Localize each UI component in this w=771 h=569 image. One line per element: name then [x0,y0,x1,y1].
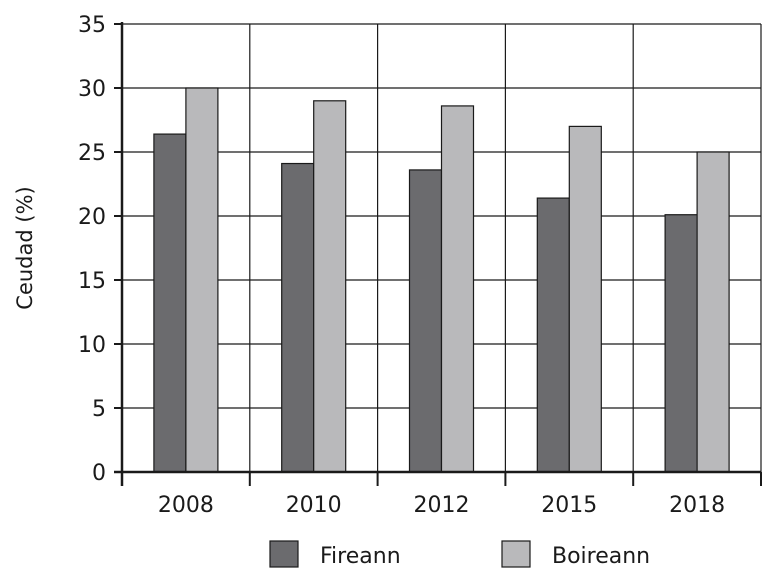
legend-label-fireann: Fireann [320,544,401,569]
bar-boireann-2010 [313,100,347,473]
x-tick-label: 2015 [541,493,597,518]
legend-swatch-fireann [269,540,299,568]
y-tick-label: 5 [92,397,106,422]
bar-fireann-2018 [664,214,698,473]
legend-swatch-boireann [501,540,531,568]
bar-boireann-2008 [185,87,219,473]
bar-fireann-2008 [153,133,187,473]
legend-label-boireann: Boireann [552,544,650,569]
x-tick-label: 2012 [414,493,470,518]
bar-boireann-2012 [440,105,475,473]
bars [153,87,730,473]
y-tick-label: 25 [78,141,106,166]
bar-fireann-2012 [408,169,443,473]
bar-fireann-2015 [536,197,570,473]
x-tick-labels: 2008 2010 2012 2015 2018 [158,493,725,518]
bar-boireann-2018 [696,151,730,473]
y-tick-label: 0 [92,461,106,486]
y-tick-labels: 0 5 10 15 20 25 30 35 [78,13,106,486]
y-tick-label: 35 [78,13,106,38]
y-tick-label: 10 [78,333,106,358]
bar-boireann-2015 [568,125,602,473]
legend: Fireann Boireann [269,540,650,569]
y-tick-label: 20 [78,205,106,230]
x-tick-label: 2008 [158,493,214,518]
x-tick-label: 2018 [669,493,725,518]
y-axis-title: Ceudad (%) [13,186,37,309]
y-tick-label: 15 [78,269,106,294]
bar-fireann-2010 [281,162,315,473]
x-tick-label: 2010 [286,493,342,518]
axes [114,22,762,486]
y-tick-label: 30 [78,77,106,102]
